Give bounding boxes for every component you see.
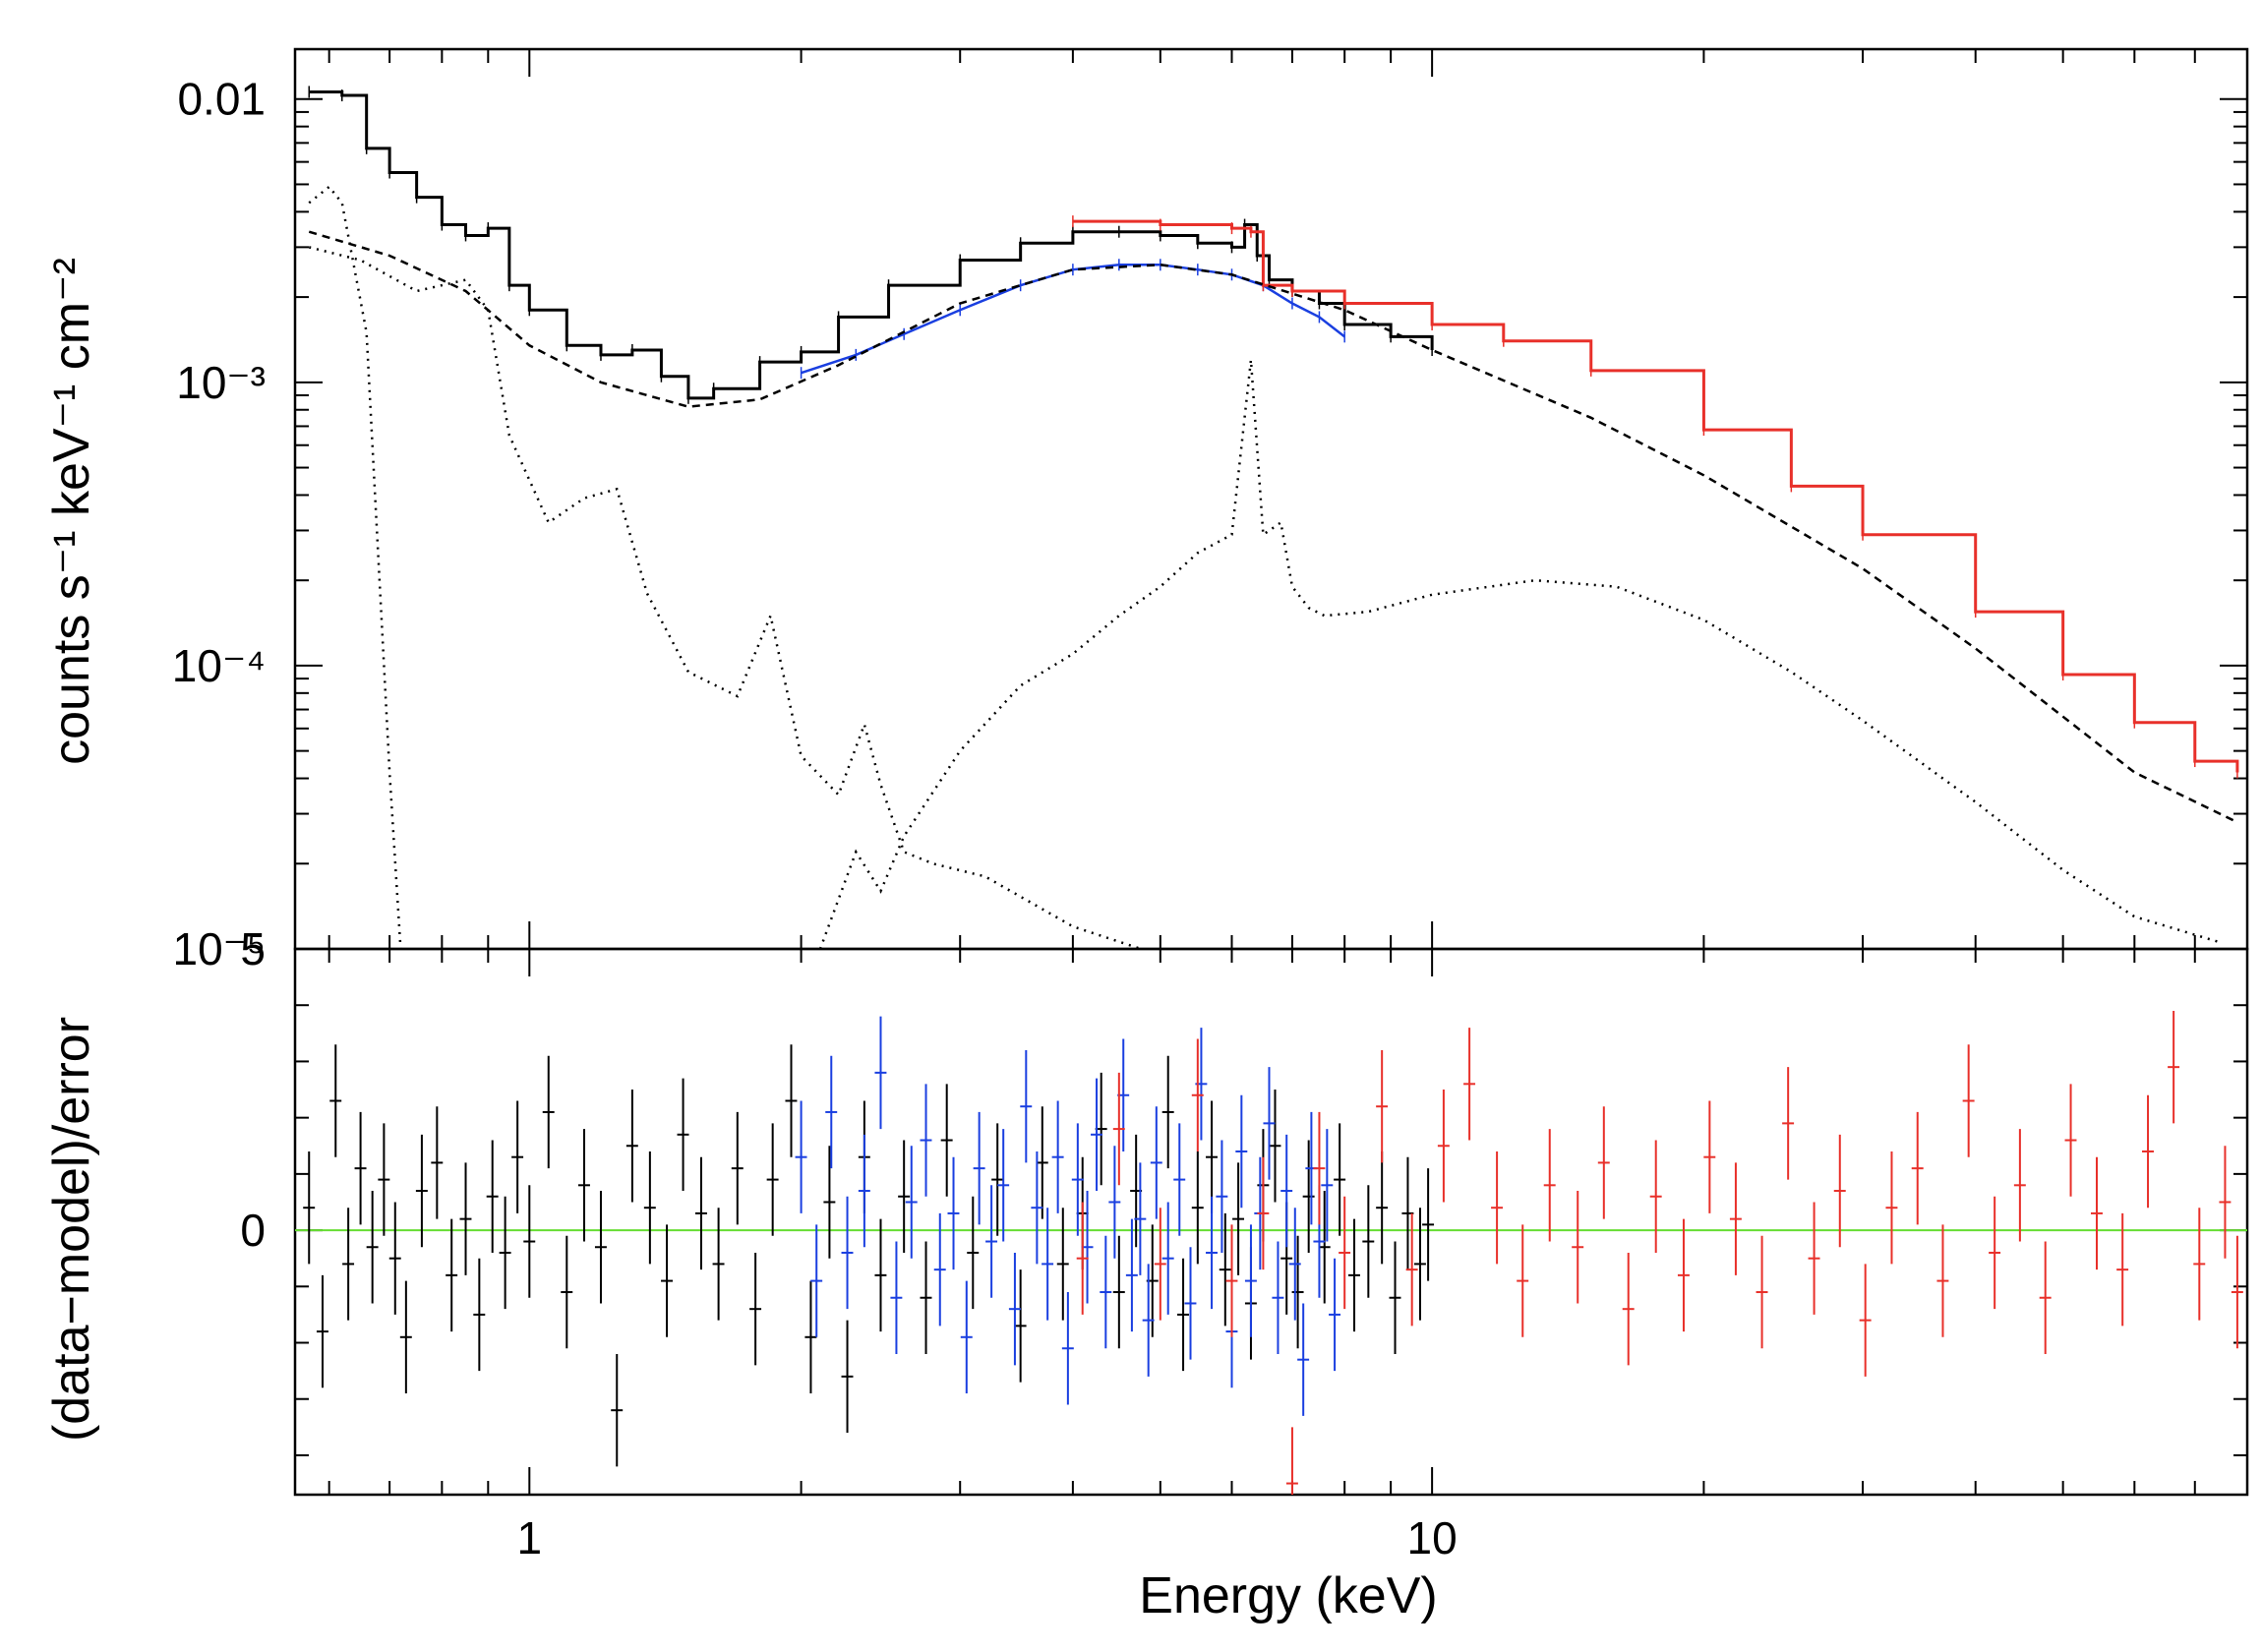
x-tick-label: 10 bbox=[1407, 1512, 1458, 1564]
y-tick-label: 10⁻³ bbox=[176, 357, 266, 408]
y-tick-label: 10⁻⁵ bbox=[172, 923, 266, 974]
y-tick-label: 0 bbox=[240, 1205, 266, 1256]
x-tick-label: 1 bbox=[517, 1512, 543, 1564]
y-axis-title-spectrum: counts s⁻¹ keV⁻¹ cm⁻² bbox=[43, 258, 100, 765]
y-tick-label: 0.01 bbox=[177, 74, 266, 125]
x-axis-title: Energy (keV) bbox=[1139, 1567, 1437, 1624]
series-model-component-reflection bbox=[818, 359, 2223, 949]
y-tick-label: 10⁻⁴ bbox=[172, 640, 266, 691]
residuals-data bbox=[295, 1010, 2247, 1495]
spectrum-data bbox=[308, 86, 2239, 949]
y-axis-title-residuals: (data−model)/error bbox=[43, 1017, 100, 1442]
residuals-panel: 1 10 5 0 bbox=[240, 49, 2249, 1564]
y-tick-label: 5 bbox=[240, 923, 266, 974]
residuals-frame bbox=[293, 947, 2249, 1497]
series-model-component-powerlaw bbox=[308, 230, 2238, 824]
